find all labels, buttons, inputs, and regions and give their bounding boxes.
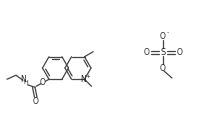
Text: O: O <box>177 47 183 57</box>
Text: O: O <box>160 64 166 73</box>
Text: H: H <box>23 80 28 85</box>
Text: S: S <box>160 47 166 57</box>
Text: O: O <box>33 97 39 106</box>
Text: -: - <box>166 31 169 36</box>
Text: +: + <box>85 74 90 79</box>
Text: O: O <box>40 78 46 87</box>
Text: O: O <box>160 32 166 40</box>
Text: O: O <box>144 47 149 57</box>
Text: N: N <box>21 75 26 84</box>
Text: N: N <box>80 75 86 84</box>
